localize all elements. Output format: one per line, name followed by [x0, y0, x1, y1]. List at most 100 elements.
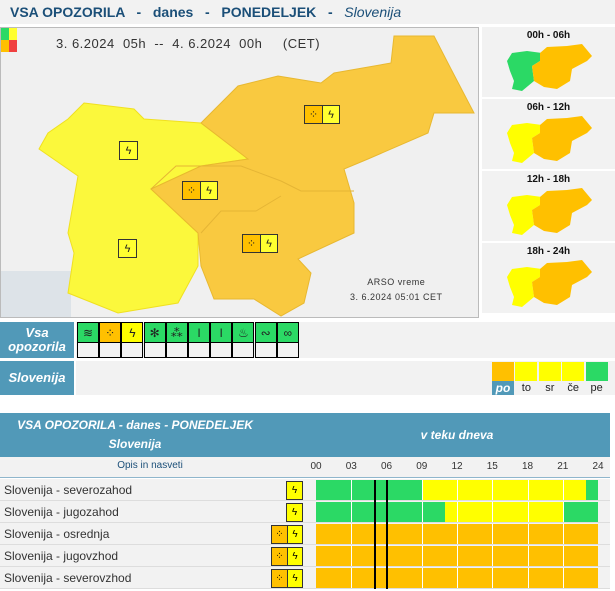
- day-level-swatch: [585, 362, 608, 381]
- region-warning-icons[interactable]: ⁘ ϟ: [271, 525, 303, 544]
- hour-gridline: [527, 568, 529, 588]
- day-po[interactable]: po: [492, 362, 514, 395]
- validity-period: 3. 6.2024 05h -- 4. 6.2024 00h (CET): [56, 36, 321, 51]
- period-map[interactable]: 06h - 12h: [482, 99, 615, 169]
- warning-type-thunderstorm[interactable]: ϟ: [121, 322, 144, 358]
- region-warning-icons[interactable]: ⁘ ϟ: [271, 547, 303, 566]
- period-map[interactable]: 00h - 06h: [482, 27, 615, 97]
- separator: -: [136, 4, 142, 20]
- timeline-segment-yellow: [445, 502, 563, 522]
- period-map[interactable]: 12h - 18h: [482, 171, 615, 241]
- map-icons-jugovzhod[interactable]: ⁘ ϟ: [242, 234, 278, 253]
- warning-type-low-temperature[interactable]: ǀ: [210, 322, 233, 358]
- all-warnings-label: Vsa opozorila: [0, 322, 74, 358]
- landslide-icon: ∞: [277, 323, 298, 343]
- timeline-segment-green: [586, 480, 598, 500]
- hour-gridline: [492, 568, 494, 588]
- region-border: [200, 195, 282, 234]
- day-label: sr: [538, 381, 561, 395]
- hour-tick-label: 21: [557, 461, 569, 472]
- region-name: Slovenija - jugozahod: [4, 505, 119, 519]
- thunderstorm-icon: ϟ: [119, 240, 136, 257]
- region-warning-icons[interactable]: ϟ: [286, 503, 303, 522]
- header-day: danes: [152, 4, 194, 20]
- day-to[interactable]: to: [515, 362, 538, 395]
- hour-gridline: [562, 524, 564, 544]
- mini-map: [507, 116, 592, 163]
- warning-type-landslide[interactable]: ∞: [276, 322, 299, 358]
- current-time-line: [373, 480, 376, 589]
- period-map[interactable]: 18h - 24h: [482, 243, 615, 313]
- separator: -: [327, 4, 333, 20]
- rain-icon: ⁘: [272, 548, 287, 565]
- warning-type-wind[interactable]: ≋: [77, 322, 99, 358]
- warning-type-high-temperature[interactable]: ǀ: [188, 322, 210, 358]
- table-row[interactable]: Slovenija - severovzhod ⁘ ϟ: [0, 567, 610, 589]
- hour-gridline: [421, 524, 423, 544]
- period-map-label: 18h - 24h: [526, 246, 571, 257]
- table-row[interactable]: Slovenija - jugovzhod ⁘ ϟ: [0, 545, 610, 567]
- header-weekday: PONEDELJEK: [221, 4, 317, 20]
- warning-map[interactable]: [0, 27, 479, 318]
- hour-tick-label: 09: [416, 461, 428, 472]
- mini-map: [507, 188, 592, 235]
- region-name: Slovenija - severovzhod: [4, 571, 132, 585]
- legend-red: [9, 40, 17, 52]
- map-icons-jugozahod[interactable]: ϟ: [118, 239, 137, 258]
- hour-gridline: [492, 546, 494, 566]
- warning-type-coastal[interactable]: ∾: [254, 322, 277, 358]
- timeline-segment-yellow: [421, 480, 587, 500]
- region-name: Slovenija - jugovzhod: [4, 549, 119, 563]
- credit-text: ARSO vreme: [367, 277, 426, 287]
- table-row[interactable]: Slovenija - jugozahod ϟ: [0, 501, 610, 523]
- hour-gridline: [457, 480, 458, 500]
- hour-gridline: [492, 524, 494, 544]
- mini-map: [507, 44, 592, 91]
- day-label: po: [492, 381, 514, 395]
- warning-type-fire[interactable]: ♨: [232, 322, 255, 358]
- period-map-label: 12h - 18h: [526, 174, 571, 185]
- thunderstorm-icon: ϟ: [287, 548, 302, 565]
- hour-gridline: [562, 568, 564, 588]
- region-east[interactable]: [150, 35, 475, 317]
- fire-icon: ♨: [233, 323, 254, 343]
- table-title: VSA OPOZORILA - danes - PONEDELJEK: [17, 418, 253, 432]
- rain-icon: ⁘: [183, 182, 200, 199]
- hour-gridline: [527, 546, 529, 566]
- thunderstorm-icon: ϟ: [287, 570, 302, 587]
- rain-icon: ⁘: [305, 106, 322, 123]
- region-warning-icons[interactable]: ⁘ ϟ: [271, 569, 303, 588]
- hour-gridline: [351, 524, 353, 544]
- warning-type-rain[interactable]: ⁘: [99, 322, 122, 358]
- thunderstorm-icon: ϟ: [122, 323, 143, 343]
- thunderstorm-icon: ϟ: [120, 142, 137, 159]
- thunderstorm-icon: ϟ: [260, 235, 277, 252]
- rain-icon: ⁘: [272, 570, 287, 587]
- day-če[interactable]: če: [562, 362, 585, 395]
- map-icons-osrednja[interactable]: ⁘ ϟ: [182, 181, 218, 200]
- high-temperature-icon: ǀ: [189, 323, 209, 343]
- hour-gridline: [562, 546, 564, 566]
- hour-gridline: [457, 524, 458, 544]
- day-level-swatch: [515, 362, 538, 381]
- table-row[interactable]: Slovenija - severozahod ϟ: [0, 479, 610, 501]
- table-header: VSA OPOZORILA - danes - PONEDELJEK Slove…: [0, 413, 610, 457]
- rain-icon: ⁘: [100, 323, 121, 343]
- day-pe[interactable]: pe: [585, 362, 608, 395]
- description-link[interactable]: Opis in nasveti: [117, 460, 183, 471]
- warning-type-snow[interactable]: ✻: [143, 322, 166, 358]
- table-row[interactable]: Slovenija - osrednja ⁘ ϟ: [0, 523, 610, 545]
- warning-type-snow-ice[interactable]: ⁂: [165, 322, 188, 358]
- map-icons-severozahod[interactable]: ϟ: [119, 141, 138, 160]
- map-credit: ARSO vreme 3. 6.2024 05:01 CET: [350, 275, 443, 305]
- region-name: Slovenija - osrednja: [4, 527, 110, 541]
- timeline-segment-green: [316, 502, 446, 522]
- day-sr[interactable]: sr: [538, 362, 561, 395]
- mini-map: [507, 260, 592, 307]
- day-level-swatch: [492, 362, 514, 381]
- hour-gridline: [527, 480, 529, 500]
- snow-ice-icon: ⁂: [166, 323, 187, 343]
- map-icons-severovzhod[interactable]: ⁘ ϟ: [304, 105, 340, 124]
- region-warning-icons[interactable]: ϟ: [286, 481, 303, 500]
- region-name: Slovenija - severozahod: [4, 483, 133, 497]
